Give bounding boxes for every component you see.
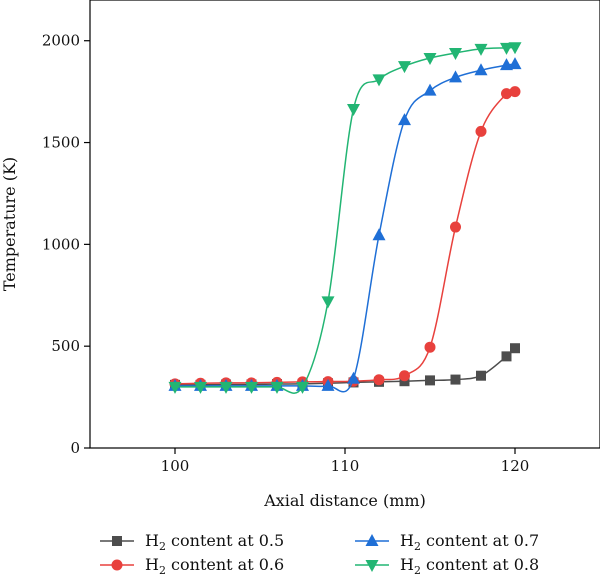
data-point <box>372 74 386 87</box>
data-point <box>501 351 512 362</box>
data-point <box>500 42 513 55</box>
axes-layer: 100 110 120 0 500 1000 1500 2000 <box>42 32 530 475</box>
data-point <box>474 63 488 76</box>
series-line <box>174 89 516 385</box>
series-3 <box>168 57 522 393</box>
y-tick-label: 1500 <box>42 134 80 152</box>
series-layer <box>168 42 522 394</box>
data-point <box>450 374 461 385</box>
data-point <box>508 42 522 55</box>
legend-marker <box>365 534 379 546</box>
data-point <box>194 381 207 394</box>
y-tick-label: 1000 <box>42 235 80 253</box>
data-point <box>398 113 411 126</box>
legend-marker <box>365 560 379 572</box>
legend-label: H2 content at 0.6 <box>145 555 284 577</box>
data-point <box>509 86 521 98</box>
data-point <box>372 228 386 241</box>
data-point <box>245 381 258 394</box>
legend-item: H2 content at 0.5 <box>100 531 284 553</box>
legend: H2 content at 0.5H2 content at 0.6 H2 con… <box>100 531 539 577</box>
data-point <box>168 381 182 394</box>
data-point <box>450 221 461 233</box>
y-tick-label: 2000 <box>42 32 80 50</box>
legend-label: H2 content at 0.5 <box>145 531 284 553</box>
data-point <box>347 371 360 384</box>
data-point <box>510 343 520 354</box>
x-axis-title: Axial distance (mm) <box>263 491 426 510</box>
legend-label: H2 content at 0.7 <box>400 531 539 553</box>
data-point <box>475 125 487 137</box>
data-point <box>424 341 436 353</box>
data-point <box>373 374 385 386</box>
data-point <box>423 53 437 66</box>
data-point <box>508 57 522 70</box>
x-tick-label: 110 <box>331 457 360 475</box>
series-4 <box>168 42 522 394</box>
y-tick-label: 500 <box>51 337 80 355</box>
data-point <box>399 370 410 382</box>
data-point <box>219 381 233 394</box>
y-tick-label: 0 <box>70 439 80 457</box>
data-point <box>474 43 488 56</box>
series-line <box>175 63 516 393</box>
data-point <box>270 381 284 394</box>
data-point <box>423 83 437 96</box>
data-point <box>347 103 360 116</box>
legend-label: H2 content at 0.8 <box>400 555 539 577</box>
data-point <box>501 88 512 100</box>
data-point <box>425 375 435 386</box>
y-axis-title: Temperature (K) <box>0 157 19 291</box>
x-tick-label: 100 <box>161 457 190 475</box>
legend-marker <box>112 536 122 546</box>
legend-item: H2 content at 0.7 <box>355 531 539 553</box>
x-tick-label: 120 <box>501 457 530 475</box>
series-line <box>175 46 516 394</box>
legend-item: H2 content at 0.8 <box>355 555 539 577</box>
legend-marker <box>111 559 123 571</box>
data-point <box>321 378 335 391</box>
data-point <box>296 381 309 394</box>
data-point <box>449 47 462 60</box>
series-2 <box>169 86 521 390</box>
data-point <box>449 70 462 83</box>
data-point <box>476 370 486 381</box>
legend-item: H2 content at 0.6 <box>100 555 284 577</box>
data-point <box>398 61 411 74</box>
data-point <box>321 296 335 309</box>
